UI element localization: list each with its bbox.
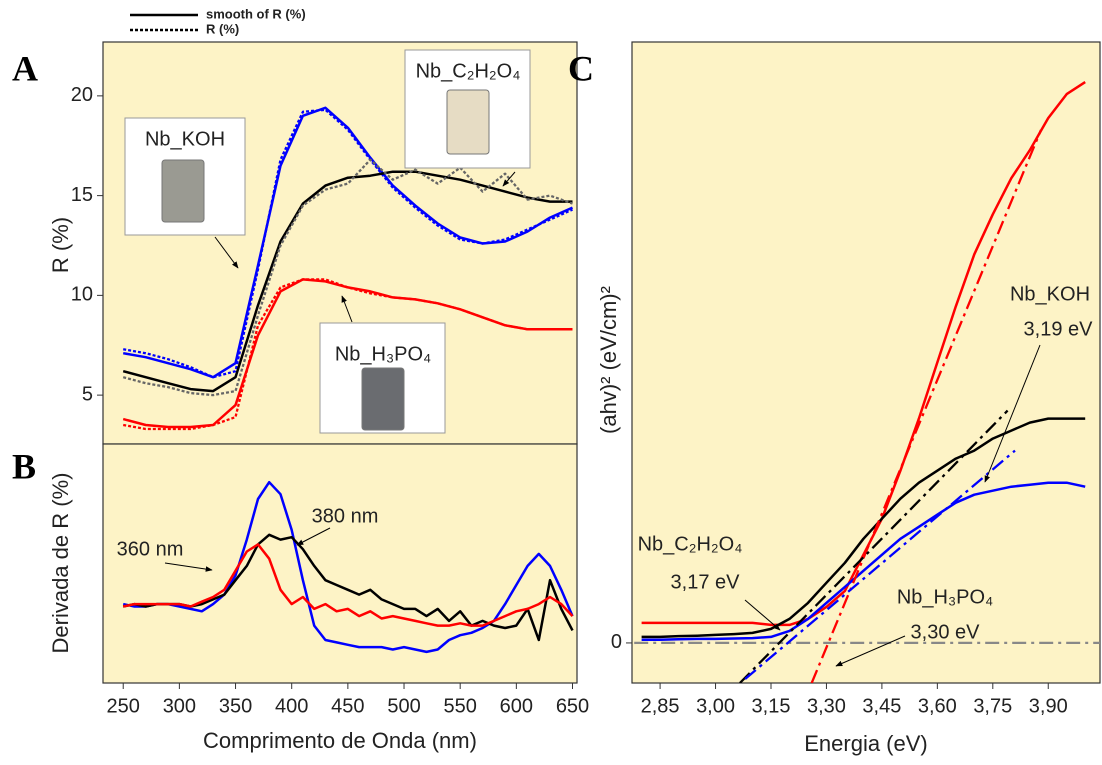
y-axis-label: R (%)	[48, 217, 73, 273]
data-line	[744, 449, 1016, 680]
series-group	[122, 106, 574, 431]
data-line	[122, 108, 573, 379]
x-tick-label: 300	[163, 695, 196, 717]
series-group	[122, 480, 574, 654]
annotation-arrow	[214, 236, 239, 269]
data-line	[122, 533, 574, 642]
annotation: 360 nm	[117, 538, 184, 560]
data-line	[122, 543, 574, 627]
sample-photo	[446, 89, 490, 155]
y-tick-label: 20	[71, 84, 93, 106]
plot-area	[631, 41, 1101, 684]
x-tick-label: 2,85	[641, 695, 680, 717]
data-line	[641, 481, 1086, 641]
x-tick-label: 3,60	[918, 695, 957, 717]
annotation-arrow	[341, 295, 353, 323]
annotation: Nb_C₂H₂O₄	[416, 60, 521, 82]
data-line	[122, 170, 573, 393]
x-tick-label: 650	[556, 695, 589, 717]
x-tick-label: 3,30	[807, 695, 846, 717]
data-line	[122, 158, 573, 397]
panel-label: A	[12, 48, 38, 88]
data-line	[739, 409, 1009, 683]
x-axis-label: Energia (eV)	[804, 731, 928, 756]
annotation-arrow	[164, 562, 213, 572]
y-tick-label: 5	[82, 383, 93, 405]
x-tick-label: 250	[107, 695, 140, 717]
data-line	[810, 129, 1042, 683]
annotation-arrow	[835, 635, 906, 667]
annotation-arrow	[502, 171, 516, 187]
y-tick-label: 10	[71, 284, 93, 306]
data-line	[641, 81, 1086, 627]
annotation: 380 nm	[312, 505, 379, 527]
y-tick-label: 0	[611, 631, 622, 653]
y-tick-label: 15	[71, 184, 93, 206]
annotation: Nb_KOH	[145, 128, 225, 150]
annotation-arrow	[984, 344, 1041, 483]
x-tick-label: 3,00	[696, 695, 735, 717]
annotation: 3,19 eV	[1024, 318, 1094, 340]
x-tick-label: 350	[219, 695, 252, 717]
data-line	[641, 417, 1086, 639]
x-tick-label: 3,45	[862, 695, 901, 717]
x-tick-label: 500	[387, 695, 420, 717]
x-tick-label: 3,15	[752, 695, 791, 717]
legend-label: R (%)	[206, 21, 239, 36]
annotation: 3,30 eV	[911, 621, 981, 643]
y-axis-label: (ahv)² (eV/cm)²	[596, 286, 621, 434]
data-line	[122, 278, 573, 431]
sample-photo	[361, 367, 405, 431]
legend-label: smooth of R (%)	[206, 6, 306, 21]
x-tick-label: 450	[331, 695, 364, 717]
annotation: Nb_H₃PO₄	[897, 586, 993, 608]
data-line	[122, 480, 574, 654]
x-tick-label: 3,75	[973, 695, 1012, 717]
annotation-arrow	[296, 527, 331, 546]
y-axis-label: Derivada de R (%)	[48, 473, 73, 654]
annotation: Nb_KOH	[1010, 283, 1090, 305]
annotation: Nb_C₂H₂O₄	[638, 533, 743, 555]
annotation: 3,17 eV	[671, 571, 741, 593]
x-tick-label: 400	[275, 695, 308, 717]
panel-label: B	[12, 446, 36, 486]
x-tick-label: 600	[500, 695, 533, 717]
x-axis-label: Comprimento de Onda (nm)	[203, 728, 477, 753]
panel-label: C	[568, 48, 594, 88]
annotation: Nb_H₃PO₄	[335, 343, 431, 365]
annotation-arrow	[744, 599, 781, 631]
x-tick-label: 550	[443, 695, 476, 717]
sample-photo	[161, 159, 205, 223]
plot-area	[102, 443, 578, 684]
x-tick-label: 3,90	[1029, 695, 1068, 717]
data-line	[122, 106, 574, 379]
series-group	[634, 81, 1100, 683]
